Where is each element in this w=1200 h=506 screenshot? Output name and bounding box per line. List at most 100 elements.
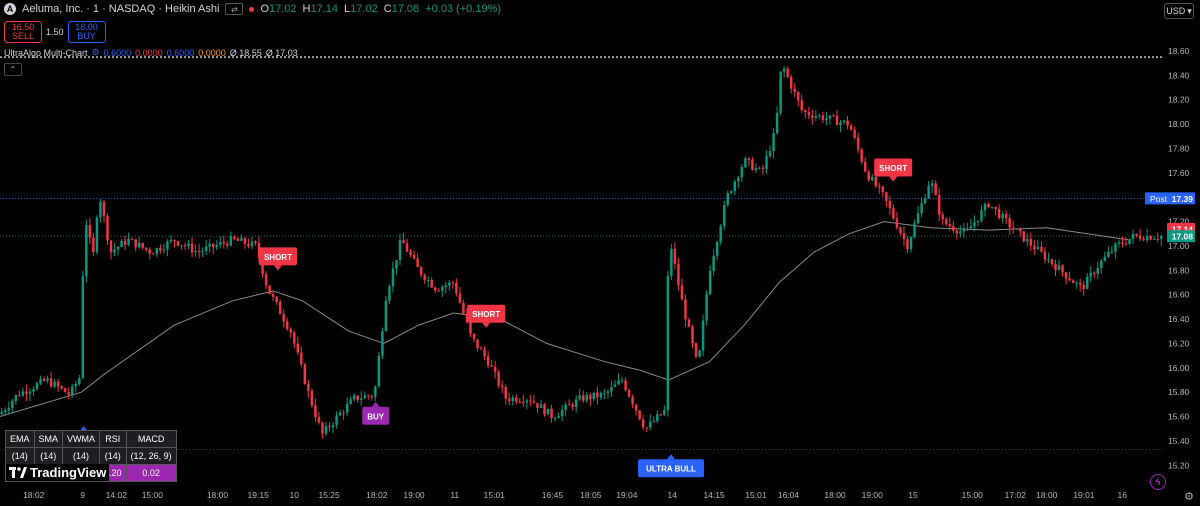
candle-body [722, 204, 726, 227]
candle-body [758, 167, 761, 169]
candle-body [585, 394, 589, 401]
candle-body [603, 392, 606, 394]
candle-body [853, 130, 856, 138]
candle-body [120, 240, 123, 248]
buy-button[interactable]: 18.00 BUY [67, 21, 106, 43]
candle-body [374, 386, 377, 397]
price-axis-label [1145, 192, 1195, 205]
indicator-name[interactable]: UltraAlgo Multi-Chart [4, 47, 88, 58]
candle-body [719, 226, 722, 243]
candle-body [95, 217, 99, 252]
candle-body [335, 415, 338, 425]
signal-label: BUY [367, 412, 385, 421]
candle-body [109, 240, 113, 253]
candle-body [740, 167, 744, 178]
x-tick-label: 19:00 [862, 490, 884, 500]
ohlc-values: O17.02 H17.14 L17.02 C17.08 +0.03 (+0.19… [260, 3, 501, 15]
candle-body [278, 301, 282, 315]
y-tick-label: 15.60 [1168, 412, 1190, 422]
x-tick-label: 14:02 [106, 490, 128, 500]
candle-body [419, 266, 423, 276]
candle-body [448, 282, 451, 286]
signal-badge[interactable] [258, 247, 297, 266]
candle-body [222, 242, 226, 244]
candle-body [289, 328, 292, 333]
signal-label: SHORT [264, 253, 292, 262]
sell-button[interactable]: 16.50 SELL [4, 21, 42, 43]
candle-body [116, 247, 120, 250]
candle-body [268, 285, 271, 294]
candle-body [314, 405, 317, 418]
collapse-legend-icon[interactable]: ⌃ [4, 63, 22, 76]
candle-body [462, 302, 465, 314]
candle-body [529, 400, 532, 402]
indicator-settings-icon[interactable]: ⚙ [91, 47, 100, 57]
candle-body [113, 249, 116, 253]
candle-body [247, 244, 250, 247]
x-tick-label: 19:00 [403, 490, 425, 500]
currency-label: USD [1166, 6, 1186, 16]
tradingview-logo[interactable]: TradingView [6, 464, 110, 481]
candle-body [303, 364, 307, 385]
candle-body [983, 203, 987, 211]
candle-body [367, 395, 370, 397]
candle-body [786, 68, 789, 77]
candle-body [966, 228, 969, 230]
signal-badge[interactable] [467, 304, 506, 323]
signal-badge[interactable] [638, 459, 705, 478]
indicator-legend[interactable]: UltraAlgo Multi-Chart ⚙ 0.6000 0.0000 0.… [4, 47, 298, 58]
symbol-title[interactable]: Aeluma, Inc. · 1 · NASDAQ · Heikin Ashi [22, 3, 220, 15]
candle-body [560, 409, 564, 417]
candle-body [892, 208, 895, 219]
candle-body [166, 241, 169, 250]
candle-body [818, 115, 821, 117]
candle-body [775, 112, 779, 134]
candle-body [592, 392, 596, 400]
candle-body [412, 255, 416, 259]
candle-body [567, 404, 571, 406]
candle-body [712, 255, 715, 271]
signal-badge[interactable] [874, 158, 913, 177]
candle-body [828, 115, 832, 119]
candle-body [250, 241, 254, 247]
y-tick-label: 17.60 [1168, 168, 1190, 178]
signal-badge[interactable] [362, 406, 390, 425]
candle-body [962, 229, 966, 232]
candle-body [691, 326, 694, 344]
candle-body [1152, 238, 1156, 240]
candle-body [384, 300, 388, 332]
candle-body [620, 380, 624, 382]
candle-body [842, 120, 846, 123]
candle-body [21, 391, 25, 396]
compare-icon[interactable]: ⇄ [225, 3, 244, 15]
candle-body [698, 350, 701, 357]
settings-gear-icon[interactable]: ⚙ [1184, 491, 1194, 503]
candle-body [994, 206, 997, 210]
candle-body [324, 426, 328, 434]
candle-body [183, 245, 187, 247]
candle-body [349, 399, 352, 405]
signal-arrow [889, 176, 898, 182]
alert-flash-icon[interactable]: ϟ [1150, 474, 1166, 490]
candle-body [765, 156, 768, 169]
candle-body [444, 285, 448, 288]
candle-body [941, 214, 944, 220]
candle-body [751, 159, 754, 170]
x-tick-label: 19:15 [248, 490, 270, 500]
currency-select[interactable]: USD ▾ [1164, 3, 1194, 19]
candle-body [180, 245, 183, 247]
candle-body [1068, 278, 1071, 281]
candle-body [631, 396, 634, 405]
candle-body [606, 391, 610, 393]
spread-value: 1.50 [46, 27, 64, 37]
candle-body [416, 258, 419, 267]
candle-body [493, 366, 497, 372]
sell-price: 16.50 [11, 22, 35, 32]
y-tick-label: 16.40 [1168, 314, 1190, 324]
candle-body [293, 332, 296, 344]
candle-body [680, 285, 684, 300]
candle-body [627, 389, 631, 397]
chevron-down-icon: ▾ [1187, 5, 1192, 16]
candle-body [49, 378, 53, 387]
